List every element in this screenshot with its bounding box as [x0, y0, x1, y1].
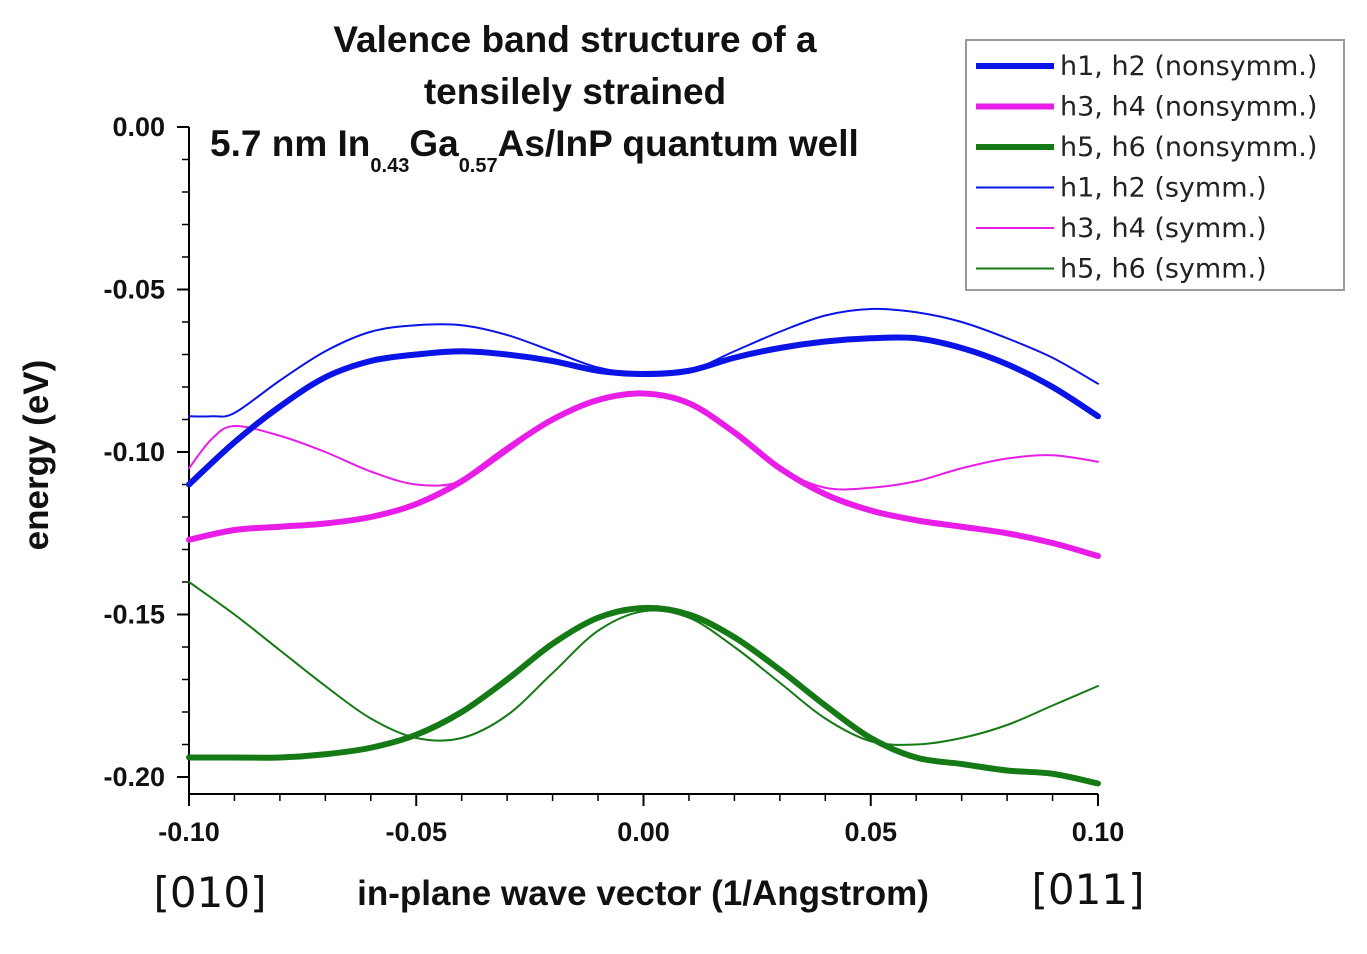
x-tick-label: -0.10 [158, 817, 220, 847]
legend-label-h1-h2-symm: h1, h2 (symm.) [1060, 173, 1267, 204]
series-line-h5-h6-nonsymm [186, 604, 1101, 787]
legend-label-h1-h2-nonsymm: h1, h2 (nonsymm.) [1060, 51, 1317, 82]
series-line-h3-h4-symm [188, 392, 1099, 491]
title-suffix: As/InP quantum well [498, 123, 859, 164]
x-tick-label: 0.10 [1072, 817, 1125, 847]
y-axis-label: energy (eV) [17, 360, 56, 551]
title-ga: Ga [409, 123, 459, 164]
y-tick-label: 0.00 [112, 112, 165, 142]
x-direction-right-label: [011] [1032, 865, 1145, 914]
x-direction-left-label: [010] [154, 868, 267, 917]
chart-title-line-2: tensilely strained [424, 71, 726, 112]
title-subscript-ga: 0.57 [459, 155, 498, 177]
title-prefix: 5.7 nm In [210, 123, 370, 164]
y-tick-label: -0.10 [103, 437, 165, 467]
axes-group: -0.10 -0.05 0.00 0.05 0.10 0.00 -0.05 -0.10 -0.1… [103, 112, 1124, 847]
series-line-h3-h4-nonsymm [186, 390, 1101, 559]
title-subscript-in: 0.43 [370, 155, 409, 177]
legend-box [965, 39, 1345, 291]
chart-title-line-3: 5.7 nm In0.43Ga0.57As/InP quantum well [210, 123, 859, 177]
series-line-h5-h6-symm [188, 581, 1099, 746]
legend: h1, h2 (nonsymm.) h3, h4 (nonsymm.) h5, h6… [965, 39, 1345, 291]
series-line-h1-h2-nonsymm [186, 334, 1101, 488]
legend-label-h3-h4-symm: h3, h4 (symm.) [1060, 213, 1267, 244]
series-line-h1-h2-symm [188, 307, 1099, 418]
x-tick-label: 0.00 [617, 817, 670, 847]
legend-label-h5-h6-symm: h5, h6 (symm.) [1060, 254, 1267, 285]
x-axis-label: in-plane wave vector (1/Angstrom) [357, 874, 929, 913]
series-group [186, 307, 1101, 787]
x-tick-label: 0.05 [844, 817, 897, 847]
chart-title-line-1: Valence band structure of a [333, 19, 817, 60]
x-tick-label: -0.05 [385, 817, 447, 847]
legend-label-h3-h4-nonsymm: h3, h4 (nonsymm.) [1060, 92, 1317, 123]
y-tick-label: -0.05 [103, 275, 165, 305]
y-tick-label: -0.15 [103, 600, 165, 630]
legend-label-h5-h6-nonsymm: h5, h6 (nonsymm.) [1060, 132, 1317, 163]
y-tick-label: -0.20 [103, 762, 165, 792]
